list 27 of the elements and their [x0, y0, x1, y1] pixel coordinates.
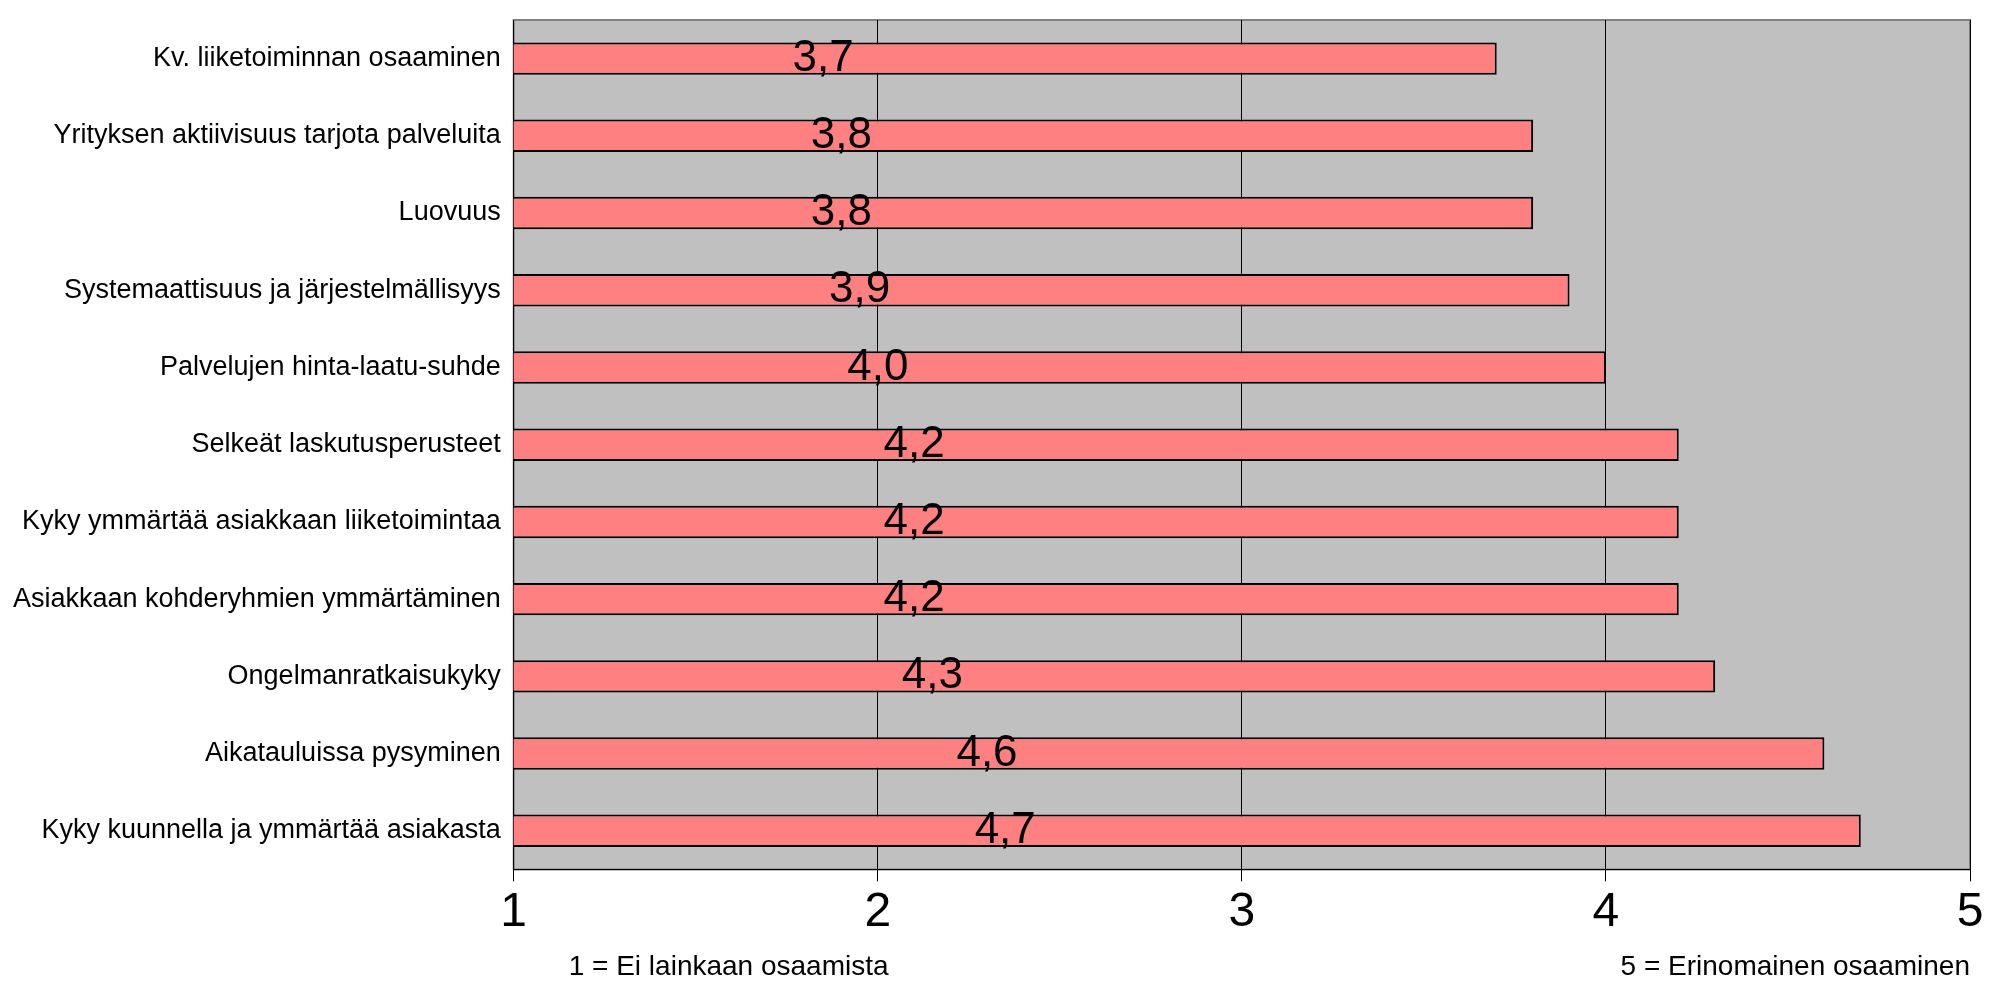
x-tick-label: 2	[864, 883, 892, 937]
data-label: 3,7	[792, 30, 854, 80]
y-tick-label: Asiakkaan kohderyhmien ymmärtäminen	[13, 582, 501, 613]
y-tick-label: Kv. liiketoiminnan osaaminen	[153, 42, 501, 73]
y-tick-label: Systemaattisuus ja järjestelmällisyys	[64, 273, 501, 304]
y-tick-label: Yrityksen aktiivisuus tarjota palveluita	[53, 119, 502, 150]
y-tick-label: Kyky ymmärtää asiakkaan liiketoimintaa	[22, 505, 502, 536]
data-label: 4,0	[847, 339, 909, 389]
y-tick-label: Selkeät laskutusperusteet	[191, 428, 502, 459]
data-label: 4,7	[974, 802, 1036, 852]
data-label: 4,3	[901, 648, 963, 698]
data-label: 3,8	[810, 185, 872, 235]
data-label: 4,2	[883, 416, 945, 466]
data-label: 4,2	[883, 494, 945, 544]
text: 5 = Erinomainen osaaminen	[1620, 949, 1970, 981]
y-tick-label: Ongelmanratkaisukyky	[227, 659, 502, 690]
data-label: 4,6	[956, 725, 1018, 775]
y-tick-label: Aikatauluissa pysyminen	[205, 737, 501, 768]
x-tick-label: 3	[1228, 883, 1256, 937]
data-label: 3,8	[810, 107, 872, 157]
y-tick-label: Luovuus	[398, 196, 501, 227]
text: 1 = Ei lainkaan osaamista	[568, 949, 889, 981]
y-tick-label: Palvelujen hinta-laatu-suhde	[159, 350, 501, 381]
x-tick-label: 1	[500, 883, 528, 937]
y-tick-label: Kyky kuunnella ja ymmärtää asiakasta	[41, 814, 502, 845]
x-tick-label: 5	[1956, 883, 1984, 937]
x-tick-label: 4	[1592, 883, 1620, 937]
